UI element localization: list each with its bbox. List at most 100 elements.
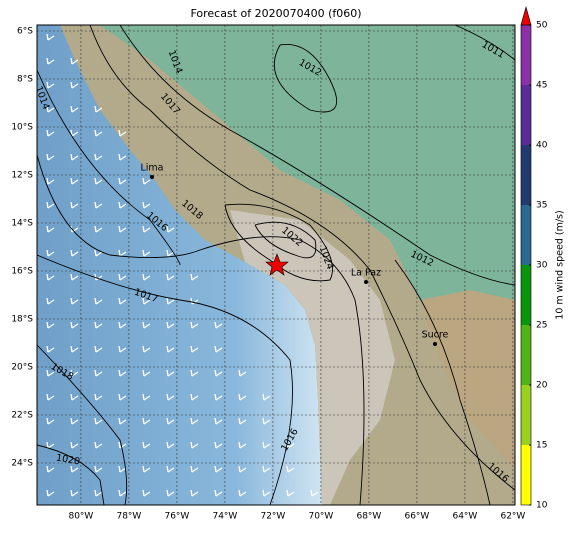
wind-barb — [70, 129, 79, 137]
wind-barb — [46, 177, 55, 185]
wind-barb — [142, 249, 151, 257]
wind-barb — [70, 273, 79, 281]
wind-barb — [70, 177, 79, 185]
colorbar-tick-label: 45 — [536, 81, 547, 91]
wind-barb — [214, 321, 223, 329]
lat-tick-label: 16°S — [11, 267, 33, 277]
wind-barb — [310, 489, 319, 497]
wind-barb — [118, 393, 127, 401]
wind-barb — [214, 489, 223, 497]
wind-barb — [166, 441, 175, 449]
wind-barb — [238, 489, 247, 497]
wind-barb — [94, 105, 103, 113]
colorbar-tick-label: 40 — [536, 141, 548, 151]
lowland — [420, 290, 515, 470]
graticule — [37, 25, 515, 505]
wind-barb — [94, 225, 103, 233]
colorbar-segment — [521, 385, 531, 445]
wind-barb — [46, 369, 55, 377]
wind-barb — [118, 177, 127, 185]
colorbar-tick-label: 50 — [536, 21, 548, 31]
colorbar-segment — [521, 145, 531, 205]
city-label: La Paz — [351, 268, 381, 279]
wind-barb — [94, 177, 103, 185]
lat-tick-label: 22°S — [11, 411, 33, 421]
wind-barb — [118, 441, 127, 449]
wind-barb — [70, 297, 79, 305]
wind-barb — [190, 465, 199, 473]
title: Forecast of 2020070400 (f060) — [190, 7, 361, 20]
event-star — [265, 253, 289, 276]
wind-barb — [166, 273, 175, 281]
wind-barb — [142, 201, 151, 209]
wind-barb — [190, 489, 199, 497]
wind-barb — [214, 369, 223, 377]
colorbar-segment — [521, 325, 531, 385]
lon-tick-label: 80°W — [68, 512, 93, 522]
lat-tick-label: 14°S — [11, 219, 33, 229]
wind-barb — [286, 465, 295, 473]
lat-tick-label: 20°S — [11, 363, 33, 373]
wind-barb — [46, 297, 55, 305]
wind-barb — [214, 345, 223, 353]
colorbar-label: 10 m wind speed (m/s) — [555, 210, 566, 319]
colorbar-segment — [521, 25, 531, 85]
wind-barb — [94, 129, 103, 137]
wind-barb — [46, 153, 55, 161]
wind-barb — [238, 369, 247, 377]
lat-tick-label: 18°S — [11, 315, 33, 325]
wind-barb — [70, 489, 79, 497]
wind-barb — [166, 417, 175, 425]
wind-barb — [142, 177, 151, 185]
wind-barb — [46, 273, 55, 281]
wind-barb — [214, 393, 223, 401]
wind-barb — [94, 369, 103, 377]
wind-barb — [118, 201, 127, 209]
colorbar-segment — [521, 265, 531, 325]
wind-barb — [142, 489, 151, 497]
wind-barb — [118, 321, 127, 329]
wind-barb — [94, 417, 103, 425]
wind-barb — [70, 465, 79, 473]
wind-barb — [70, 201, 79, 209]
wind-barb — [118, 489, 127, 497]
wind-barb — [142, 465, 151, 473]
wind-barb — [118, 369, 127, 377]
wind-barb — [118, 273, 127, 281]
wind-barb — [70, 345, 79, 353]
isobars — [37, 25, 515, 505]
wind-barb — [46, 249, 55, 257]
wind-barb — [70, 441, 79, 449]
colorbar-tick-label: 15 — [536, 441, 547, 451]
wind-barb — [166, 393, 175, 401]
lon-tick-label: 78°W — [116, 512, 141, 522]
wind-barb — [214, 417, 223, 425]
wind-barb — [142, 297, 151, 305]
colorbar-tick-label: 30 — [536, 261, 548, 271]
wind-barb — [46, 201, 55, 209]
wind-barb — [94, 153, 103, 161]
colorbar: 10 15 20 25 30 35 40 45 50 10 m wind speed (m/s) — [520, 5, 566, 511]
wind-barb — [46, 129, 55, 137]
wind-barb — [262, 393, 271, 401]
lon-tick-label: 64°W — [452, 512, 477, 522]
lon-tick-label: 72°W — [260, 512, 285, 522]
wind-barb — [262, 417, 271, 425]
colorbar-tick-label: 10 — [536, 501, 548, 511]
wind-barb — [94, 297, 103, 305]
wind-barb — [46, 393, 55, 401]
wind-barb — [46, 465, 55, 473]
lat-tick-label: 24°S — [11, 459, 33, 469]
wind-barb — [190, 393, 199, 401]
wind-barb — [46, 441, 55, 449]
colorbar-segment — [521, 445, 531, 505]
wind-barb — [166, 489, 175, 497]
wind-barb — [94, 441, 103, 449]
wind-barb — [46, 81, 55, 89]
colorbar-tick-label: 20 — [536, 381, 548, 391]
wind-barb — [262, 489, 271, 497]
lat-tick-label: 8°S — [17, 75, 33, 85]
wind-barb — [46, 321, 55, 329]
